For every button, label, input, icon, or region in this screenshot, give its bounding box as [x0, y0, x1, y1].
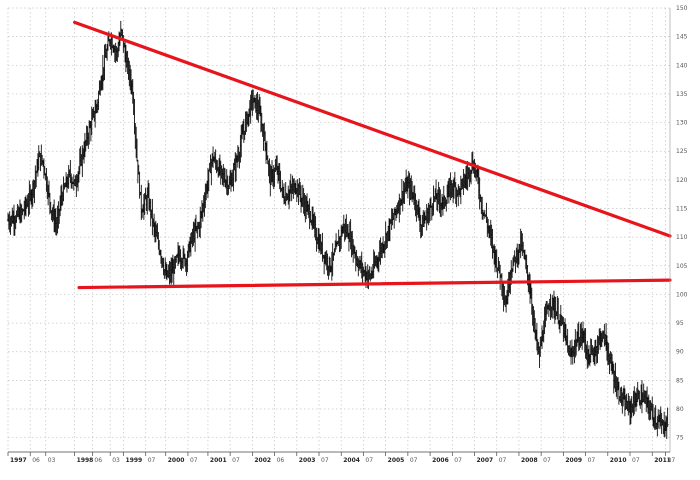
x-tick-label: 2009	[565, 457, 582, 464]
y-tick-label: 80	[676, 406, 684, 413]
x-tick-label: 07	[190, 457, 198, 464]
x-tick-label: 07	[499, 457, 507, 464]
x-tick-label: 2007	[477, 457, 494, 464]
y-tick-label: 145	[676, 34, 688, 41]
x-tick-label: 2000	[168, 457, 185, 464]
y-tick-label: 125	[676, 148, 688, 155]
x-axis: 1997 06 03 1998 06 03 1999 07 2000 07 2001 07 2002 06…	[7, 451, 676, 464]
x-tick-label: 07	[321, 457, 329, 464]
x-tick-label: 07	[632, 457, 640, 464]
y-tick-label: 95	[676, 320, 684, 327]
x-tick-label: 2006	[432, 457, 449, 464]
x-tick-label: 07	[232, 457, 240, 464]
y-tick-label: 105	[676, 263, 688, 270]
x-tick-label: 03	[112, 457, 120, 464]
x-tick-label: 07	[543, 457, 551, 464]
support-trendline	[77, 278, 672, 290]
y-tick-label: 140	[676, 62, 688, 69]
x-tick-label: 1997	[10, 457, 27, 464]
x-tick-label: 06	[32, 457, 40, 464]
y-axis: 75 80 85 90 95 100 105 110 115 120 125 130 135 140 145…	[669, 5, 688, 452]
y-tick-label: 100	[676, 291, 688, 298]
x-tick-label: 2010	[610, 457, 627, 464]
y-tick-label: 150	[676, 5, 688, 12]
price-bars	[6, 20, 669, 440]
y-tick-label: 135	[676, 91, 688, 98]
y-tick-label: 85	[676, 377, 684, 384]
x-tick-label: 1998	[77, 457, 94, 464]
x-tick-label: 03	[48, 457, 56, 464]
y-tick-label: 90	[676, 349, 684, 356]
x-tick-label: 1999	[126, 457, 143, 464]
x-tick-label: 07	[148, 457, 156, 464]
x-tick-label: 06	[94, 457, 102, 464]
x-tick-label: 2002	[254, 457, 271, 464]
x-tick-label: 07	[365, 457, 373, 464]
x-tick-label: 06	[277, 457, 285, 464]
y-tick-label: 130	[676, 120, 688, 127]
x-tick-label: 2004	[343, 457, 360, 464]
x-tick-label: 2008	[521, 457, 538, 464]
x-tick-label: 07	[588, 457, 596, 464]
y-tick-label: 75	[676, 435, 684, 442]
y-tick-label: 115	[676, 206, 688, 213]
x-tick-label: 07	[454, 457, 462, 464]
x-tick-label: 07	[410, 457, 418, 464]
x-tick-label: 2011	[654, 457, 671, 464]
x-tick-label: 07	[668, 457, 676, 464]
x-tick-label: 2003	[299, 457, 316, 464]
y-tick-label: 120	[676, 177, 688, 184]
x-tick-label: 2001	[210, 457, 227, 464]
y-tick-label: 110	[676, 234, 688, 241]
trendlines	[73, 20, 672, 290]
x-tick-label: 2005	[388, 457, 405, 464]
resistance-trendline	[73, 20, 672, 238]
